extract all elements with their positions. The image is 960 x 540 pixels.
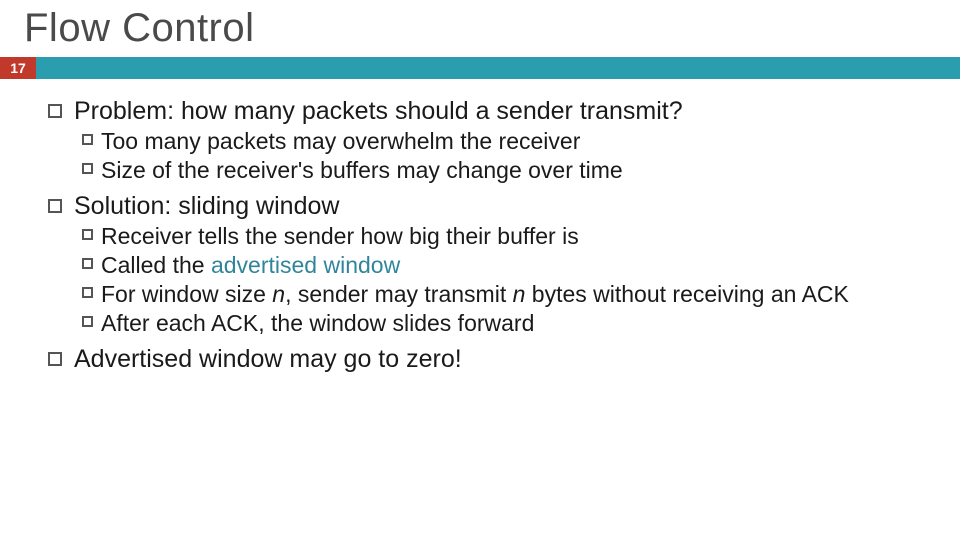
bullet-l2: For window size n, sender may transmit n… bbox=[82, 281, 932, 308]
bullet-text: Advertised window may go to zero! bbox=[74, 345, 462, 374]
bullet-text: Problem: how many packets should a sende… bbox=[74, 97, 683, 126]
bullet-l2: Too many packets may overwhelm the recei… bbox=[82, 128, 932, 155]
bullet-text: After each ACK, the window slides forwar… bbox=[101, 310, 534, 337]
square-bullet-icon bbox=[48, 104, 62, 118]
page-number: 17 bbox=[0, 57, 36, 79]
italic-var: n bbox=[272, 281, 285, 307]
bullet-text: Called the advertised window bbox=[101, 252, 400, 279]
square-bullet-icon bbox=[82, 287, 93, 298]
bullet-l1: Problem: how many packets should a sende… bbox=[48, 97, 932, 126]
slide-title-region: Flow Control bbox=[0, 0, 960, 57]
square-bullet-icon bbox=[82, 163, 93, 174]
bullet-text: Size of the receiver's buffers may chang… bbox=[101, 157, 623, 184]
bullet-text: Receiver tells the sender how big their … bbox=[101, 223, 579, 250]
square-bullet-icon bbox=[82, 258, 93, 269]
accent-term: advertised window bbox=[211, 252, 400, 278]
bullet-text: For window size n, sender may transmit n… bbox=[101, 281, 849, 308]
square-bullet-icon bbox=[82, 229, 93, 240]
square-bullet-icon bbox=[82, 134, 93, 145]
accent-bar-fill bbox=[36, 57, 960, 79]
bullet-l1: Advertised window may go to zero! bbox=[48, 345, 932, 374]
bullet-l2: After each ACK, the window slides forwar… bbox=[82, 310, 932, 337]
bullet-l2: Receiver tells the sender how big their … bbox=[82, 223, 932, 250]
bullet-l1: Solution: sliding window bbox=[48, 192, 932, 221]
text-run: bytes without receiving an ACK bbox=[525, 281, 848, 307]
bullet-l2: Called the advertised window bbox=[82, 252, 932, 279]
slide-body: Problem: how many packets should a sende… bbox=[0, 79, 960, 374]
square-bullet-icon bbox=[82, 316, 93, 327]
sub-bullets: Too many packets may overwhelm the recei… bbox=[82, 128, 932, 184]
bullet-l2: Size of the receiver's buffers may chang… bbox=[82, 157, 932, 184]
accent-bar: 17 bbox=[0, 57, 960, 79]
slide-title: Flow Control bbox=[24, 6, 936, 51]
square-bullet-icon bbox=[48, 199, 62, 213]
square-bullet-icon bbox=[48, 352, 62, 366]
slide: Flow Control 17 Problem: how many packet… bbox=[0, 0, 960, 540]
sub-bullets: Receiver tells the sender how big their … bbox=[82, 223, 932, 337]
text-run: Called the bbox=[101, 252, 211, 278]
bullet-text: Solution: sliding window bbox=[74, 192, 339, 221]
text-run: , sender may transmit bbox=[285, 281, 513, 307]
text-run: For window size bbox=[101, 281, 272, 307]
bullet-text: Too many packets may overwhelm the recei… bbox=[101, 128, 580, 155]
italic-var: n bbox=[513, 281, 526, 307]
